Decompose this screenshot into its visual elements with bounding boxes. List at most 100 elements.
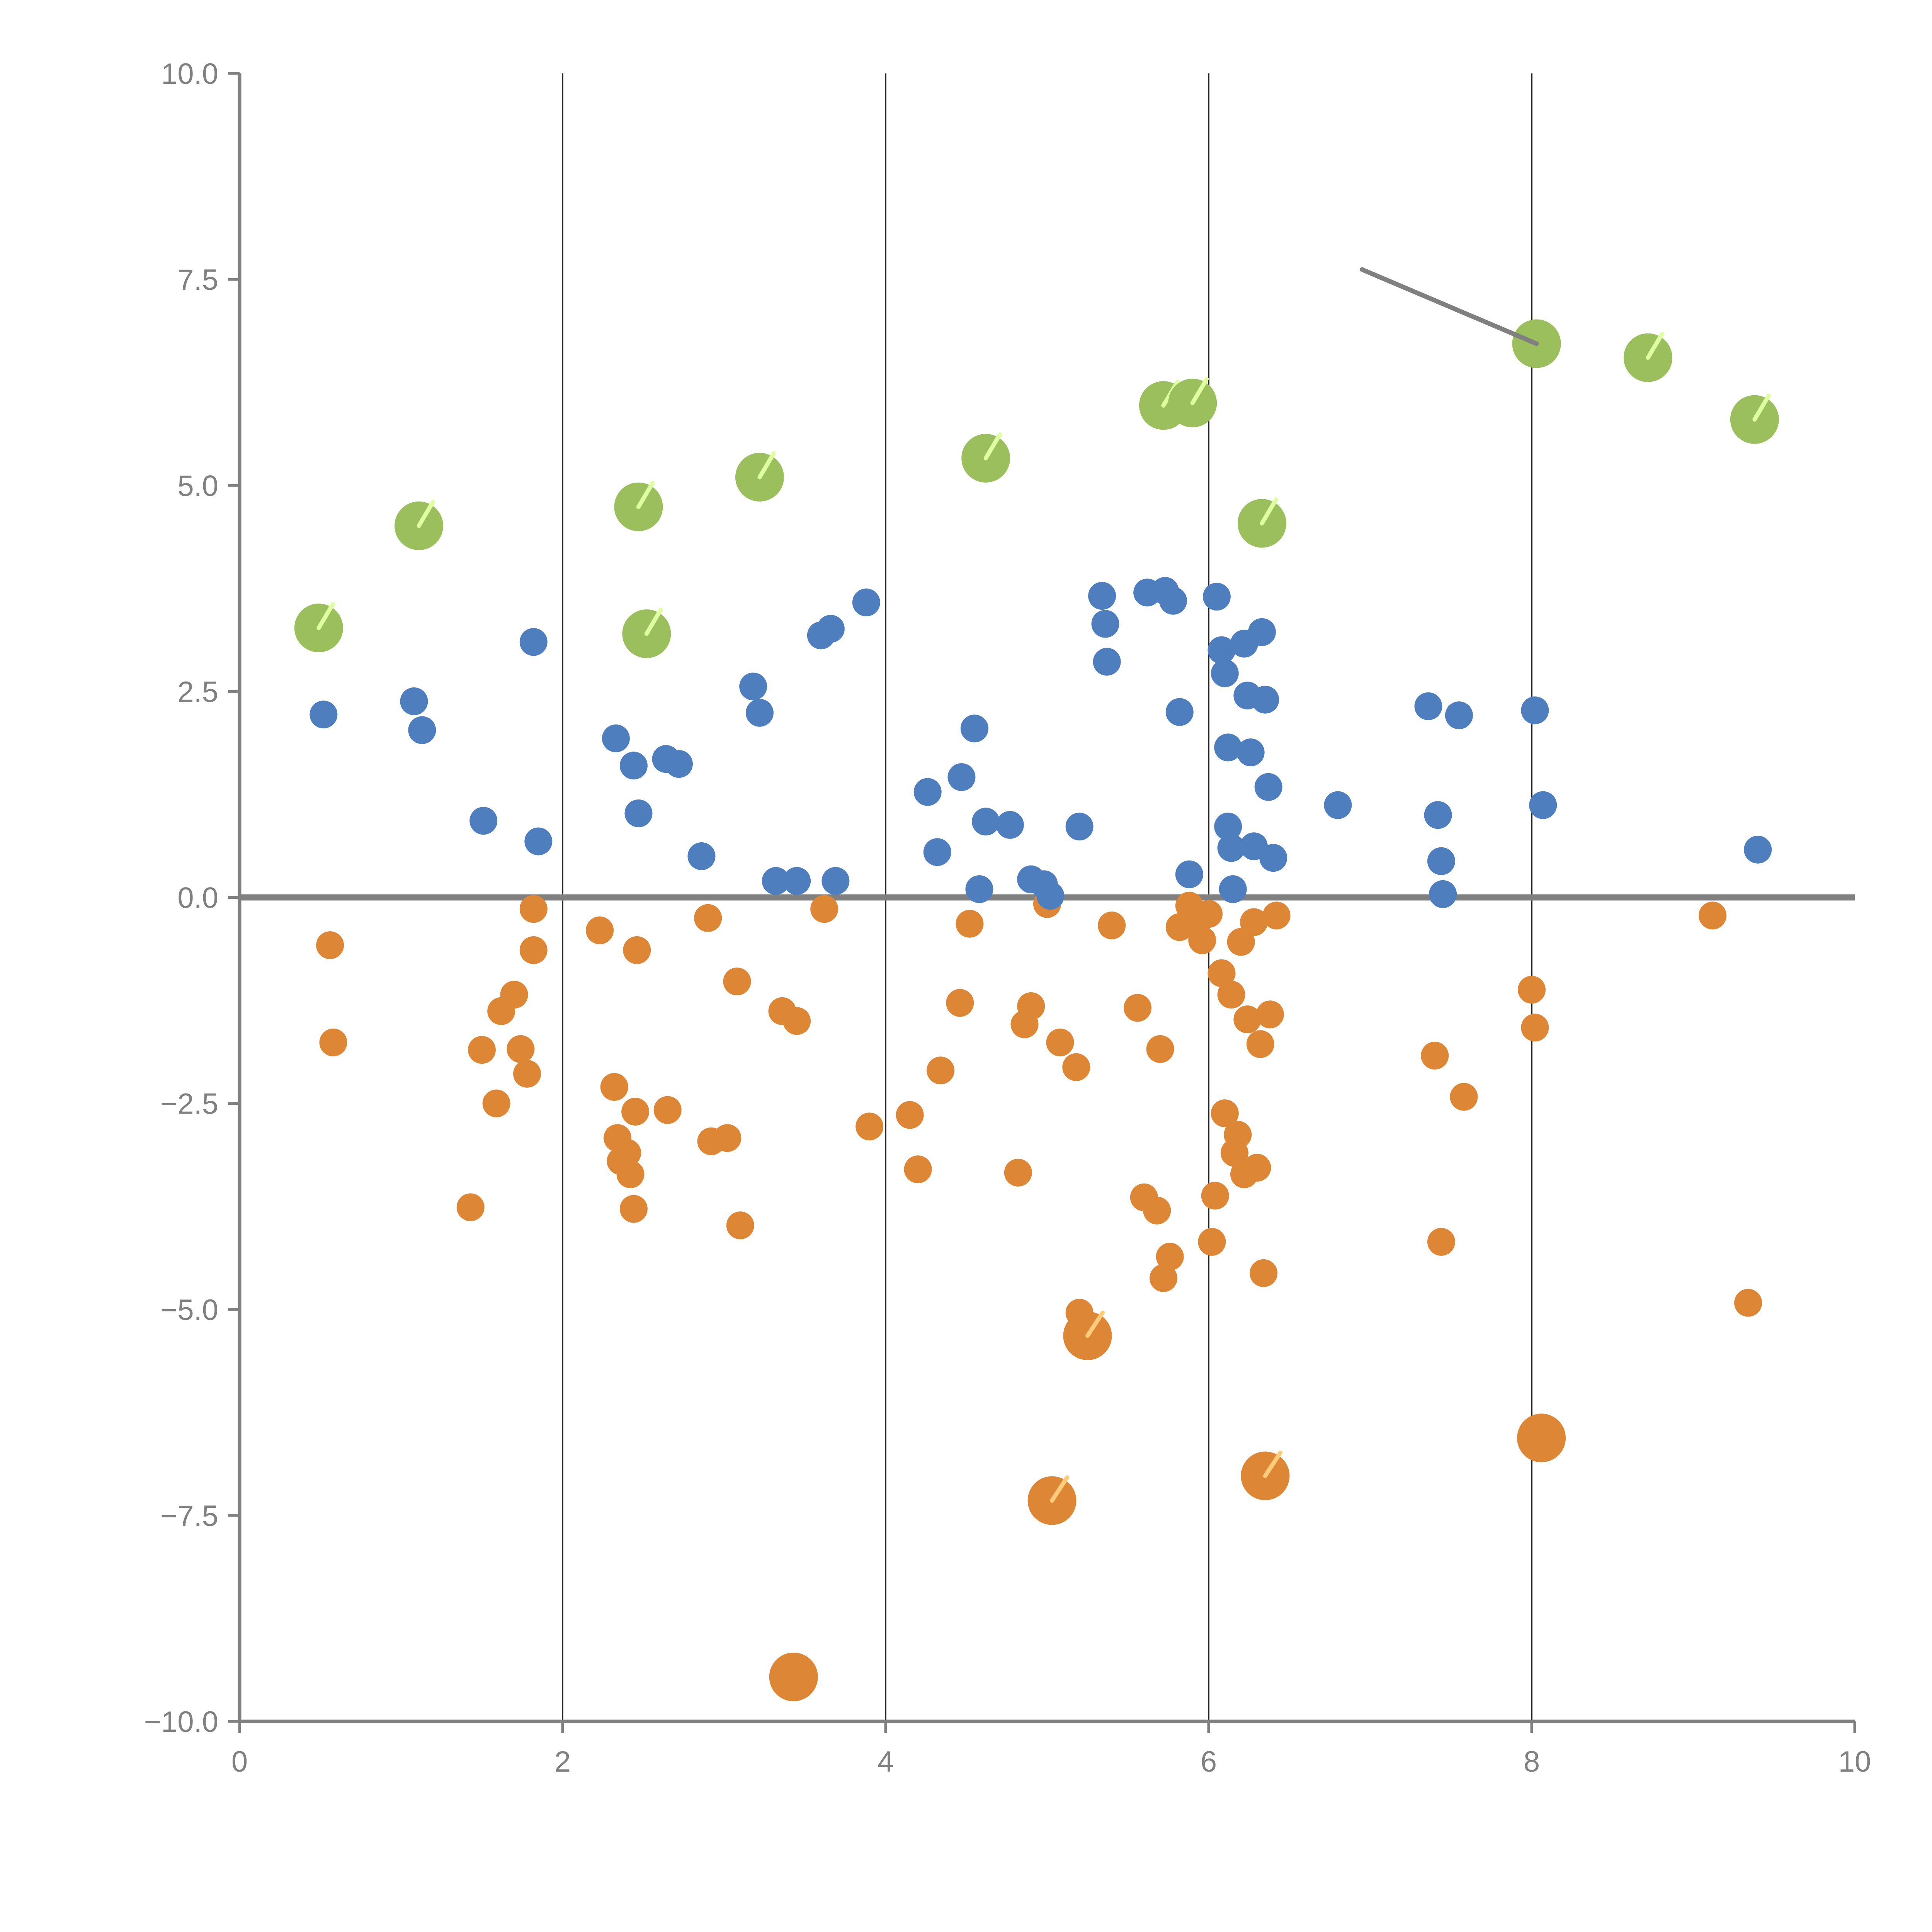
data-point-orange[interactable] (927, 1056, 955, 1085)
data-point-orange[interactable] (896, 1101, 924, 1129)
data-point-blue[interactable] (1165, 698, 1194, 726)
data-point-orange[interactable] (1518, 976, 1546, 1004)
data-point-orange[interactable] (1450, 1083, 1478, 1111)
data-point-orange[interactable] (1227, 928, 1255, 956)
series-blue-markers[interactable] (310, 577, 1772, 910)
data-point-blue[interactable] (310, 701, 338, 729)
data-point-orange[interactable] (1246, 1030, 1274, 1058)
data-point-blue[interactable] (1214, 733, 1242, 762)
data-point-orange[interactable] (507, 1035, 535, 1063)
data-point-blue[interactable] (972, 808, 1000, 836)
data-point-blue[interactable] (762, 867, 790, 895)
data-point-orange[interactable] (1217, 981, 1245, 1009)
data-point-orange[interactable] (694, 904, 722, 932)
data-point-blue[interactable] (665, 750, 693, 778)
data-point-blue[interactable] (852, 588, 880, 617)
data-point-blue[interactable] (1217, 834, 1245, 862)
data-point-orange[interactable] (616, 1160, 645, 1189)
data-point-blue[interactable] (1414, 692, 1442, 720)
data-point-orange[interactable] (1256, 1000, 1284, 1029)
data-point-orange[interactable] (621, 1097, 650, 1126)
data-point-orange[interactable] (319, 1028, 347, 1056)
data-point-blue[interactable] (1214, 813, 1242, 841)
data-point-blue[interactable] (524, 827, 553, 855)
data-point-blue[interactable] (1175, 860, 1203, 888)
data-point-orange[interactable] (1062, 1053, 1090, 1081)
data-point-orange[interactable] (1427, 1228, 1455, 1256)
data-point-blue[interactable] (1093, 648, 1121, 676)
data-point-orange[interactable] (519, 936, 548, 964)
data-point-blue[interactable] (1427, 847, 1455, 875)
data-point-orange[interactable] (1004, 1158, 1032, 1187)
data-point-orange[interactable] (904, 1155, 932, 1184)
data-point-orange[interactable] (1224, 1121, 1252, 1149)
data-point-orange[interactable] (855, 1112, 884, 1141)
data-point-orange[interactable] (468, 1036, 496, 1064)
series-green-markers[interactable] (294, 319, 1779, 658)
data-point-blue[interactable] (1521, 696, 1549, 724)
data-point-orange[interactable] (600, 1073, 628, 1101)
data-point-orange[interactable] (482, 1089, 510, 1117)
data-point-orange[interactable] (1262, 901, 1291, 930)
data-point-blue[interactable] (1254, 773, 1282, 801)
data-point-blue[interactable] (624, 799, 653, 827)
data-point-blue[interactable] (965, 875, 993, 903)
data-point-blue[interactable] (1065, 813, 1094, 841)
data-point-orange[interactable] (623, 936, 651, 964)
data-point-blue[interactable] (947, 763, 976, 791)
data-point-blue[interactable] (519, 628, 548, 656)
data-point-orange[interactable] (1198, 1228, 1226, 1256)
data-point-blue[interactable] (745, 699, 774, 727)
data-point-blue[interactable] (923, 838, 951, 866)
data-point-orange[interactable] (500, 981, 528, 1009)
data-point-orange[interactable] (1156, 1243, 1184, 1271)
data-point-orange[interactable] (619, 1195, 648, 1223)
data-point-blue[interactable] (1219, 875, 1247, 903)
data-point-orange[interactable] (769, 1652, 818, 1701)
data-point-orange[interactable] (653, 1096, 682, 1124)
data-point-orange[interactable] (513, 1060, 541, 1088)
data-point-blue[interactable] (602, 724, 630, 752)
data-point-orange[interactable] (713, 1124, 742, 1152)
data-point-orange[interactable] (316, 931, 344, 959)
data-point-orange[interactable] (956, 910, 984, 938)
data-point-orange[interactable] (1243, 1153, 1271, 1182)
data-point-blue[interactable] (1744, 835, 1772, 864)
data-point-orange[interactable] (1143, 1196, 1171, 1225)
data-point-blue[interactable] (1202, 583, 1231, 611)
data-point-orange[interactable] (1421, 1041, 1449, 1070)
data-point-blue[interactable] (1251, 685, 1279, 714)
data-point-orange[interactable] (1240, 908, 1268, 936)
data-point-blue[interactable] (1208, 636, 1236, 664)
data-point-blue[interactable] (783, 867, 811, 895)
data-point-blue[interactable] (1424, 801, 1452, 829)
data-point-blue[interactable] (913, 778, 942, 806)
series-orange-markers[interactable] (316, 890, 1762, 1701)
data-point-blue[interactable] (816, 615, 845, 643)
data-point-blue[interactable] (687, 842, 716, 870)
data-point-orange[interactable] (1201, 1182, 1229, 1210)
data-point-blue[interactable] (1324, 791, 1352, 819)
data-point-blue[interactable] (408, 716, 436, 744)
data-point-blue[interactable] (1159, 587, 1187, 615)
data-point-blue[interactable] (960, 714, 988, 743)
data-point-blue[interactable] (400, 687, 428, 715)
data-point-blue[interactable] (469, 807, 498, 835)
data-point-orange[interactable] (1699, 901, 1727, 930)
data-point-orange[interactable] (1233, 1005, 1262, 1034)
data-point-blue[interactable] (1091, 610, 1119, 638)
data-point-orange[interactable] (1734, 1289, 1762, 1317)
data-point-orange[interactable] (1149, 1264, 1177, 1292)
data-point-blue[interactable] (1429, 880, 1457, 908)
data-point-orange[interactable] (1188, 926, 1216, 954)
data-point-orange[interactable] (723, 968, 751, 996)
data-point-orange[interactable] (1208, 959, 1236, 987)
data-point-blue[interactable] (1211, 659, 1239, 687)
data-point-orange[interactable] (1046, 1028, 1074, 1056)
data-point-orange[interactable] (1517, 1413, 1566, 1463)
data-point-blue[interactable] (821, 867, 850, 895)
data-point-blue[interactable] (996, 811, 1024, 839)
data-point-blue[interactable] (619, 752, 648, 780)
data-point-orange[interactable] (1017, 992, 1045, 1020)
